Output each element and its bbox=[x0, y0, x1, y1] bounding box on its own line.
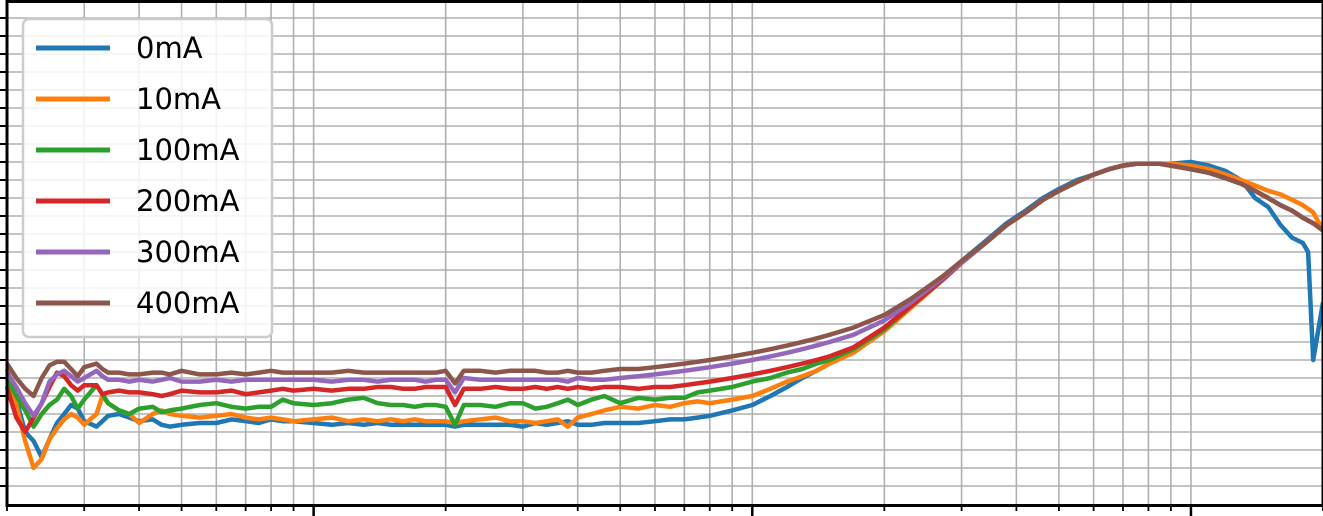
legend-label-300mA: 300mA bbox=[136, 235, 240, 269]
legend-label-200mA: 200mA bbox=[136, 184, 240, 218]
series-line-400mA bbox=[5, 161, 1323, 399]
legend-label-100mA: 100mA bbox=[136, 133, 240, 167]
legend-label-400mA: 400mA bbox=[136, 286, 240, 320]
series-lines bbox=[4, 159, 1323, 471]
legend: 0mA 10mA 100mA 200mA 300mA 400mA bbox=[21, 17, 274, 339]
legend-label-10mA: 10mA bbox=[136, 82, 221, 116]
plot-frame bbox=[5, 0, 1323, 507]
legend-label-0mA: 0mA bbox=[136, 31, 203, 65]
